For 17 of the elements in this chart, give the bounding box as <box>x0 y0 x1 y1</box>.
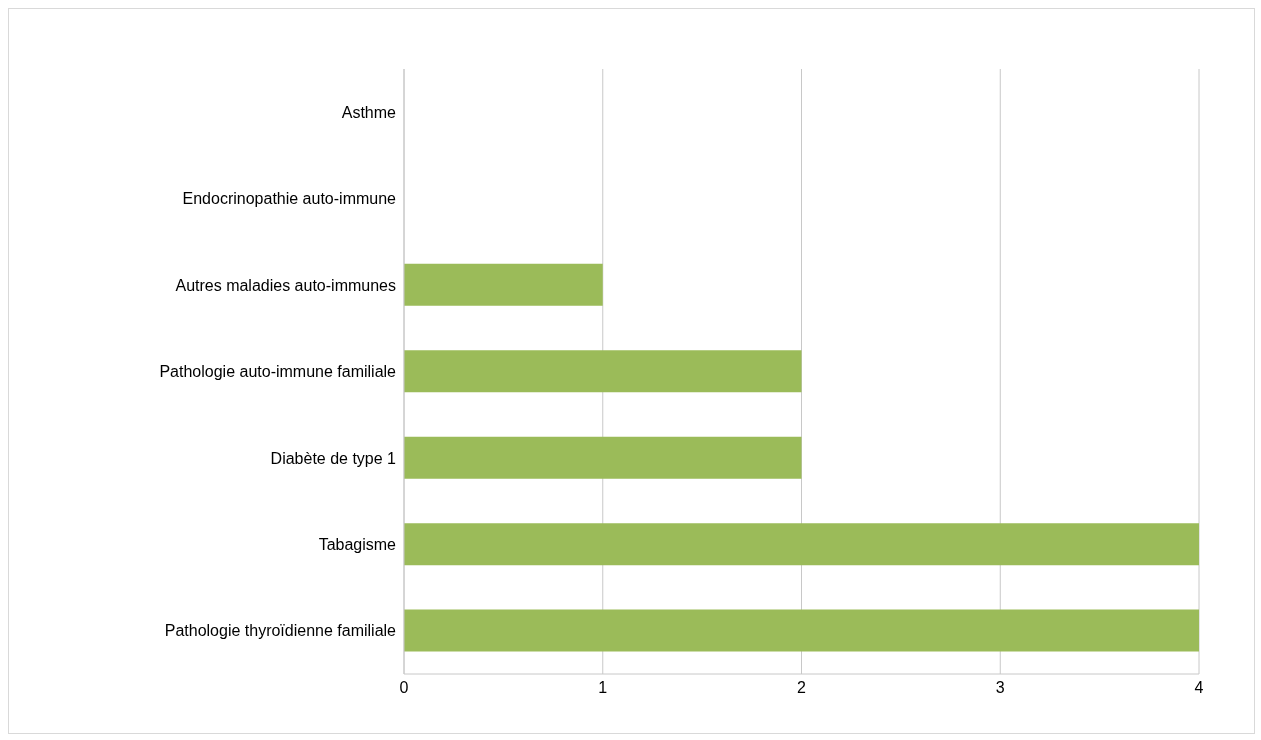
y-tick-label: Tabagisme <box>318 536 397 554</box>
x-tick-label: 2 <box>797 679 807 697</box>
bar <box>404 263 603 306</box>
bar <box>404 609 1199 652</box>
x-tick-label: 4 <box>1194 679 1204 697</box>
y-tick-label: Autres maladies auto-immunes <box>175 276 396 294</box>
bar <box>404 436 802 479</box>
x-tick-label: 0 <box>399 679 409 697</box>
x-tick-label: 3 <box>995 679 1005 697</box>
bar <box>404 523 1199 566</box>
x-tick-label: 1 <box>598 679 608 697</box>
y-tick-label: Asthme <box>341 103 397 121</box>
bar <box>404 350 802 393</box>
y-tick-label: Diabète de type 1 <box>270 449 397 467</box>
y-tick-label: Pathologie thyroïdienne familiale <box>164 622 397 640</box>
y-tick-label: Pathologie auto-immune familiale <box>159 363 397 381</box>
y-tick-label: Endocrinopathie auto-immune <box>182 190 397 208</box>
